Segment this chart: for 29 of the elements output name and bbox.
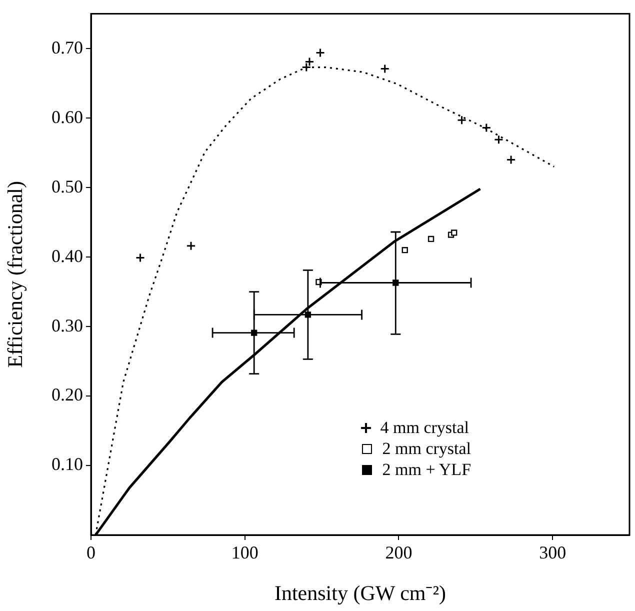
point <box>482 123 492 133</box>
x-tick-label: 200 <box>385 542 412 563</box>
legend-label: 2 mm crystal <box>382 438 472 459</box>
legend-label: 4 mm crystal <box>380 417 470 438</box>
y-tick-label: 0.50 <box>52 176 83 196</box>
point <box>506 154 516 164</box>
point <box>302 62 312 72</box>
y-tick-label: 0.60 <box>52 106 83 127</box>
x-axis-title: Intensity (GW cm⁻²) <box>274 580 446 605</box>
y-tick-label: 0.70 <box>52 37 83 58</box>
point <box>315 48 325 58</box>
point <box>186 241 196 251</box>
point <box>380 64 390 74</box>
x-tick-label: 100 <box>231 542 258 563</box>
point <box>402 247 408 254</box>
y-tick-label: 0.10 <box>52 454 83 474</box>
y-tick-label: 0.40 <box>52 246 83 266</box>
y-tick-label: 0.30 <box>52 315 83 336</box>
x-tick-label: 300 <box>539 542 566 563</box>
point <box>494 134 504 144</box>
point <box>135 252 145 262</box>
x-tick-label: 0 <box>86 542 96 563</box>
point <box>428 236 434 242</box>
y-tick-label: 0.20 <box>52 384 83 405</box>
point <box>457 115 467 125</box>
legend-label: 2 mm + YLF <box>382 459 472 480</box>
y-axis-title: Efficiency (fractional) <box>3 181 28 368</box>
point <box>451 230 458 236</box>
point <box>304 57 314 66</box>
